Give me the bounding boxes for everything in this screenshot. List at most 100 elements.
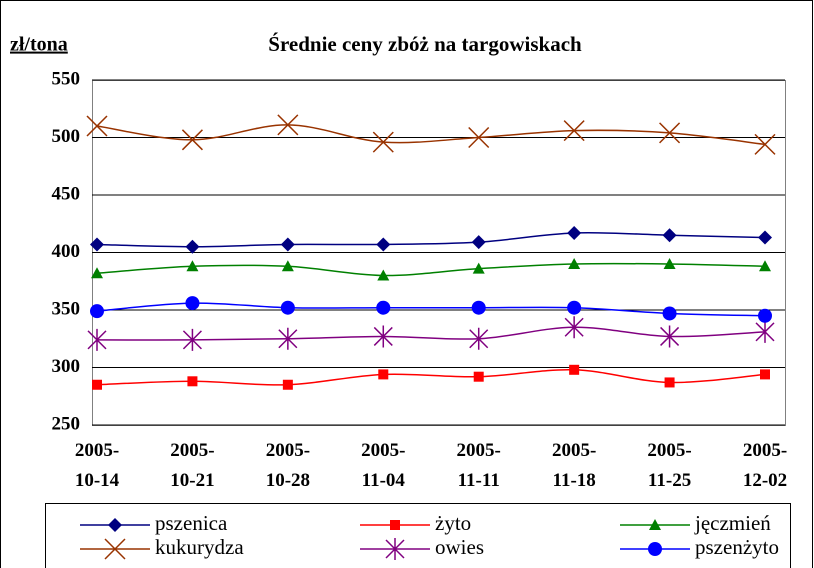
- marker-shape: [91, 267, 103, 279]
- marker-shape: [568, 258, 581, 269]
- data-point: [468, 126, 490, 149]
- data-point: [758, 230, 772, 245]
- data-point: [281, 260, 294, 272]
- data-point: [90, 304, 104, 319]
- data-point: [563, 120, 585, 142]
- y-axis-label: zł/tona: [10, 34, 68, 56]
- marker-shape: [92, 379, 102, 390]
- marker-shape: [186, 260, 199, 272]
- marker-shape: [390, 520, 400, 530]
- marker-shape: [664, 377, 675, 388]
- x-tick-line: 2005-: [457, 440, 501, 461]
- marker-shape: [281, 260, 294, 272]
- data-point: [372, 131, 394, 153]
- legend-label: pszenica: [155, 511, 228, 535]
- marker-shape: [378, 369, 389, 380]
- marker-shape: [564, 316, 584, 339]
- data-point: [376, 237, 391, 252]
- marker-shape: [759, 260, 771, 272]
- marker-shape: [659, 122, 681, 144]
- data-point: [91, 267, 103, 279]
- data-point: [569, 364, 580, 375]
- data-point: [278, 327, 298, 350]
- data-point: [659, 122, 681, 144]
- marker-shape: [376, 300, 391, 315]
- data-point: [564, 316, 584, 339]
- y-tick-label: 250: [52, 413, 81, 434]
- x-tick-label: 2005- 10-21: [170, 440, 214, 491]
- marker-shape: [181, 129, 203, 151]
- data-point: [471, 235, 486, 250]
- data-point: [664, 377, 675, 388]
- marker-shape: [472, 262, 485, 274]
- marker-shape: [569, 364, 580, 375]
- series-line: [96, 368, 766, 386]
- marker-shape: [280, 237, 295, 252]
- marker-shape: [662, 228, 677, 243]
- data-point: [469, 327, 489, 350]
- data-point: [662, 306, 677, 321]
- x-tick-line: 2005-: [552, 440, 596, 461]
- x-tick-line: 11-11: [458, 470, 500, 491]
- data-point: [760, 369, 770, 380]
- data-point: [378, 369, 389, 380]
- marker-shape: [563, 120, 585, 142]
- x-tick-line: 2005-: [266, 440, 310, 461]
- data-point: [660, 325, 680, 348]
- data-point: [471, 300, 486, 315]
- series-line: [96, 262, 766, 277]
- data-point: [185, 239, 200, 254]
- data-point: [86, 115, 108, 137]
- data-point: [662, 228, 677, 243]
- marker-shape: [282, 379, 293, 390]
- y-tick-label: 350: [52, 298, 81, 319]
- legend-label: owies: [435, 535, 484, 559]
- data-point: [568, 258, 581, 269]
- data-point: [758, 308, 772, 323]
- marker-shape: [648, 542, 662, 556]
- x-tick-line: 2005-: [170, 440, 214, 461]
- data-point: [663, 258, 676, 269]
- data-point: [567, 300, 582, 315]
- legend-marker: [385, 538, 405, 560]
- data-point: [186, 260, 199, 272]
- data-point: [185, 296, 200, 311]
- marker-shape: [278, 327, 298, 350]
- marker-shape: [185, 296, 200, 311]
- marker-shape: [373, 325, 393, 348]
- marker-shape: [758, 308, 772, 323]
- marker-shape: [372, 131, 394, 153]
- data-point: [755, 320, 775, 343]
- data-point: [181, 129, 203, 151]
- legend-label: jęczmień: [694, 511, 771, 535]
- legend-marker: [648, 542, 662, 556]
- legend-label: kukurydza: [155, 535, 244, 559]
- data-point: [473, 371, 484, 382]
- data-point: [280, 237, 295, 252]
- marker-shape: [471, 300, 486, 315]
- data-point: [92, 379, 102, 390]
- data-point: [280, 300, 295, 315]
- legend-marker: [649, 519, 661, 530]
- series-line: [96, 302, 766, 317]
- marker-shape: [385, 538, 405, 560]
- marker-shape: [649, 519, 661, 530]
- marker-shape: [760, 369, 770, 380]
- marker-shape: [663, 258, 676, 269]
- x-tick-line: 11-18: [553, 470, 596, 491]
- x-tick-line: 10-21: [170, 470, 214, 491]
- legend-marker: [104, 538, 126, 560]
- marker-shape: [182, 328, 202, 351]
- data-point: [182, 328, 202, 351]
- x-tick-label: 2005- 12-02: [743, 440, 787, 491]
- series-line: [96, 326, 766, 341]
- data-point: [87, 328, 107, 351]
- marker-shape: [87, 328, 107, 351]
- x-tick-line: 12-02: [743, 470, 787, 491]
- y-tick-label: 550: [52, 68, 81, 89]
- x-tick-label: 2005- 11-04: [361, 440, 405, 491]
- marker-shape: [660, 325, 680, 348]
- x-tick-line: 2005-: [743, 440, 787, 461]
